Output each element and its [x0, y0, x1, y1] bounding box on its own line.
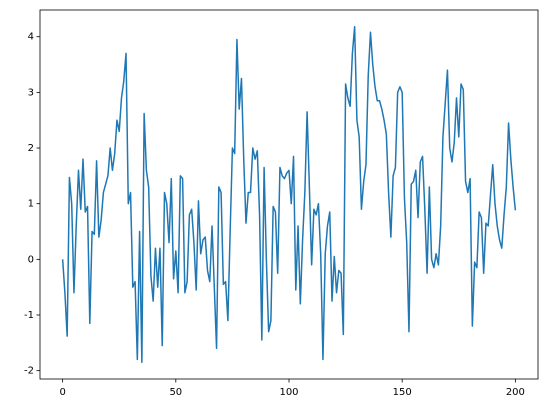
- y-tick-label: 2: [28, 143, 34, 154]
- y-tick-label: 1: [28, 199, 34, 210]
- y-tick-label: 3: [28, 87, 34, 98]
- y-tick-label: -2: [24, 366, 34, 377]
- x-tick-label: 100: [279, 387, 298, 398]
- y-tick-label: 4: [28, 32, 34, 43]
- x-tick-label: 50: [169, 387, 182, 398]
- x-tick-label: 0: [59, 387, 65, 398]
- line: [61, 25, 517, 364]
- x-tick-label: 200: [506, 387, 525, 398]
- y-tick-label: 0: [28, 254, 34, 265]
- x-tick-label: 150: [393, 387, 412, 398]
- axes-frame: [39, 9, 539, 380]
- y-tick-label: -1: [24, 310, 34, 321]
